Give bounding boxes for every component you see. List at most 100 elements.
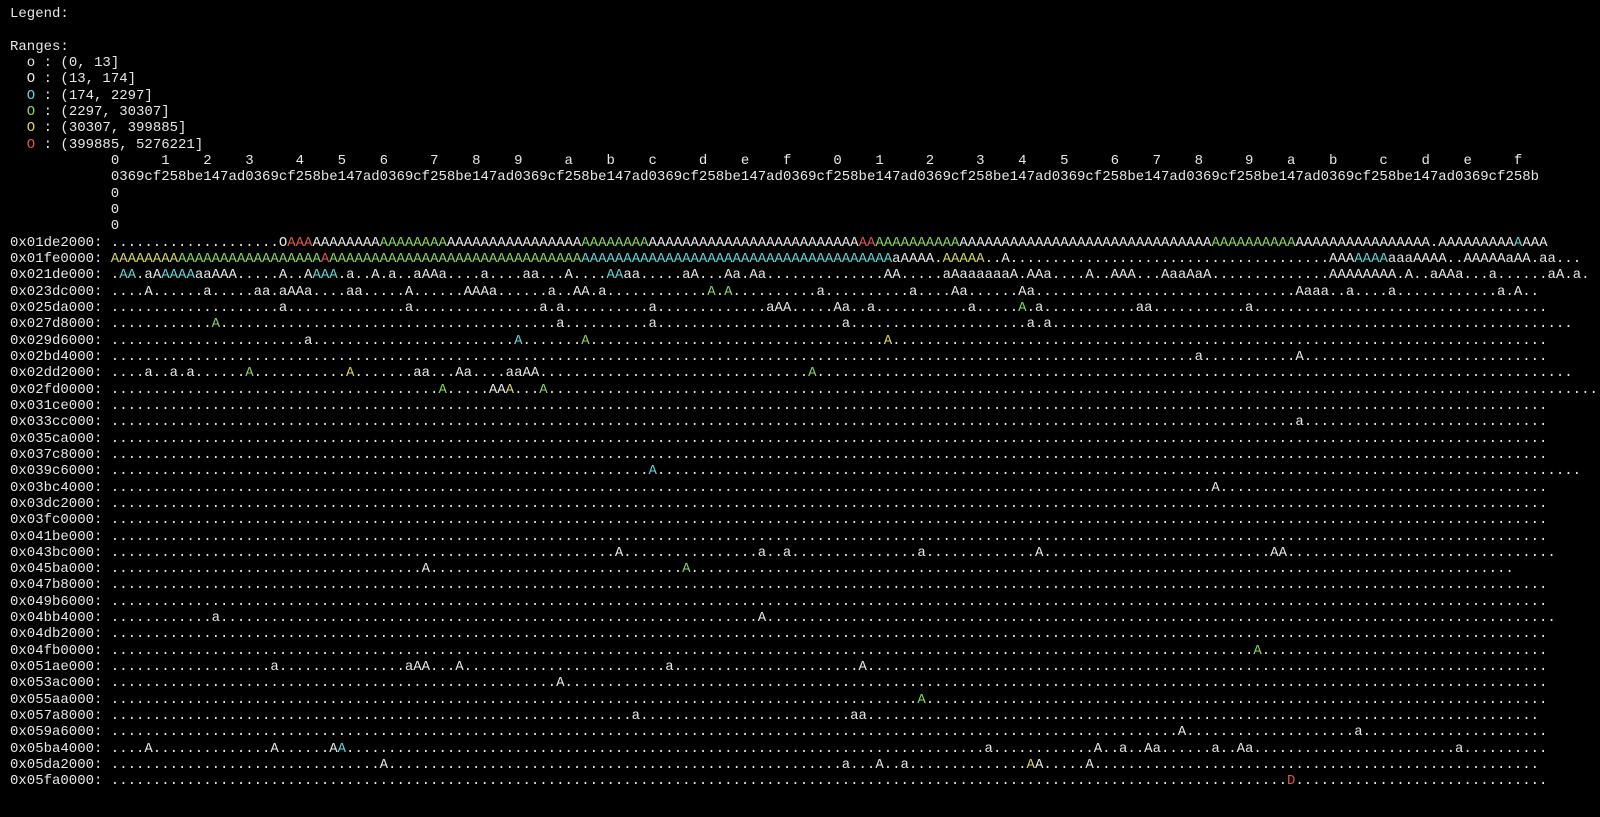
row-cells: ........................................… xyxy=(110,446,1548,463)
row-cells: .............................. xyxy=(1295,773,1548,790)
row-cells: ........................................… xyxy=(110,463,649,480)
memory-row: 0x057a8000:.............................… xyxy=(10,708,1600,724)
row-cells: . xyxy=(715,283,725,300)
header-zero-line: 0 xyxy=(10,202,1600,218)
memory-row: 0x027d8000: ............A................… xyxy=(10,316,1600,332)
row-address: 0x039c6000: xyxy=(10,463,103,480)
memory-row: 0x03fc0000:.............................… xyxy=(10,512,1600,528)
row-cells: .......aa...Aa....aaAA..................… xyxy=(354,365,809,382)
memory-row: 0x031ce000:.............................… xyxy=(10,398,1600,414)
row-cells: ........................................… xyxy=(110,626,1548,643)
row-address: 0x031ce000: xyxy=(10,397,103,414)
row-cells: .a..A.a..aAAa....a....aa...A.... xyxy=(337,267,607,284)
row-cells: AAAAAAAA xyxy=(110,250,179,267)
row-cells: ........................................… xyxy=(110,544,1556,561)
row-cells: A xyxy=(320,250,330,267)
memory-row: 0x049b6000:.............................… xyxy=(10,594,1600,610)
row-address: 0x045ba000: xyxy=(10,561,103,578)
address-gutter: 0x02fd0000: xyxy=(10,382,111,398)
row-cells: A xyxy=(346,365,355,382)
memory-row: 0x051ae000: ...................a.........… xyxy=(10,659,1600,675)
row-cells: ........... xyxy=(253,365,347,382)
row-address: 0x04bb4000: xyxy=(10,610,103,627)
row-cells: D xyxy=(1287,773,1296,790)
row-cells: AAAA xyxy=(161,267,195,284)
row-cells: ........................................… xyxy=(110,348,1548,365)
row-address: 0x059a6000: xyxy=(10,724,103,741)
row-address: 0x03fc0000: xyxy=(10,512,103,529)
row-cells: .......................a................… xyxy=(110,332,515,349)
memory-row: 0x053ac000:.............................… xyxy=(10,675,1600,691)
address-gutter: 0x04bb4000: xyxy=(10,610,111,626)
address-gutter: 0x05ba4000: xyxy=(10,741,111,757)
row-address: 0x05fa0000: xyxy=(10,773,103,790)
address-gutter: 0x027d8000: xyxy=(10,316,111,332)
address-gutter: 0x025da000: xyxy=(10,300,111,316)
row-cells: A xyxy=(581,332,590,349)
row-cells: .aA xyxy=(136,267,162,284)
row-address: 0x051ae000: xyxy=(10,659,103,676)
row-cells: .....................................A..… xyxy=(110,561,683,578)
row-cells: A xyxy=(514,332,523,349)
row-address: 0x033cc000: xyxy=(10,414,103,431)
row-cells: ........................................… xyxy=(892,332,1548,349)
address-gutter: 0x05da2000: xyxy=(10,757,111,773)
address-gutter: 0x059a6000: xyxy=(10,724,111,740)
row-cells: ........................................… xyxy=(547,381,1600,398)
row-cells: A xyxy=(245,365,254,382)
row-address: 0x02fd0000: xyxy=(10,381,103,398)
address-gutter: 0x04fb0000: xyxy=(10,643,111,659)
row-cells: .a...........aa...........a.............… xyxy=(1026,299,1548,316)
row-cells: ..A.....................................… xyxy=(984,250,1355,267)
memory-row: 0x043bc000:.............................… xyxy=(10,545,1600,561)
range-label: : (399885, 5276221] xyxy=(43,136,204,153)
row-cells: ........................................… xyxy=(110,708,1540,725)
row-address: 0x053ac000: xyxy=(10,675,103,692)
row-address: 0x057a8000: xyxy=(10,708,103,725)
memory-row: 0x021de000: .AA.aAAAAAaaAAA.....A..AAAA.a… xyxy=(10,267,1600,283)
address-gutter: 0x04db2000: xyxy=(10,626,111,642)
memory-row: 0x045ba000:.............................… xyxy=(10,561,1600,577)
row-cells: A xyxy=(682,561,691,578)
row-cells: ........................................… xyxy=(346,740,1548,757)
row-cells: A xyxy=(1513,234,1523,251)
row-cells: ........................................… xyxy=(110,495,1548,512)
row-cells: ........................................… xyxy=(110,479,1548,496)
address-gutter: 0x051ae000: xyxy=(10,659,111,675)
memory-row: 0x04fb0000:.............................… xyxy=(10,643,1600,659)
row-cells: . xyxy=(110,267,120,284)
row-cells: ........................................… xyxy=(110,512,1548,529)
row-cells: A xyxy=(438,381,447,398)
row-address: 0x04fb0000: xyxy=(10,642,103,659)
memory-row: 0x041be000:.............................… xyxy=(10,529,1600,545)
address-gutter: 0x055aa000: xyxy=(10,692,111,708)
range-entry: O : (13, 174] xyxy=(10,71,1600,87)
row-address: 0x029d6000: xyxy=(10,332,103,349)
row-cells: ........................................… xyxy=(656,463,1582,480)
address-gutter: 0x05fa0000: xyxy=(10,773,111,789)
header-offsets: 0369cf258be147ad0369cf258be147ad0369cf25… xyxy=(10,169,1600,185)
memory-row: 0x02fd0000:.............................… xyxy=(10,382,1600,398)
row-cells: A xyxy=(724,283,733,300)
row-cells: ....A..............A......A xyxy=(110,740,338,757)
row-cells: ........................................… xyxy=(110,397,1548,414)
row-cells: A xyxy=(505,381,515,398)
address-gutter: 0x02bd4000: xyxy=(10,349,111,365)
range-label: : (30307, 399885] xyxy=(43,120,187,137)
row-cells: A xyxy=(1018,299,1027,316)
row-cells: aa.....aA...Aa.Aa..............AA.....aA… xyxy=(623,267,1590,284)
row-cells: ....... xyxy=(522,332,582,349)
memory-row: 0x025da000: ....................a........… xyxy=(10,300,1600,316)
memory-row: 0x039c6000:.............................… xyxy=(10,463,1600,479)
row-cells: AAA xyxy=(1522,234,1548,251)
range-entry: O : (399885, 5276221] xyxy=(10,137,1600,153)
row-cells: AAAAAAAA xyxy=(379,234,447,251)
address-gutter: 0x049b6000: xyxy=(10,594,111,610)
row-address: 0x02bd4000: xyxy=(10,348,103,365)
row-cells: A xyxy=(211,316,221,333)
row-cells: ................................... xyxy=(589,332,884,349)
row-cells: AAAAAAAAAAAAAAAAA xyxy=(178,250,321,267)
memory-row: 0x02dd2000: ....a..a.a......A...........A… xyxy=(10,365,1600,381)
header-zero-line: 0 xyxy=(10,186,1600,202)
row-cells: ...................a...............aAA..… xyxy=(110,659,1548,676)
